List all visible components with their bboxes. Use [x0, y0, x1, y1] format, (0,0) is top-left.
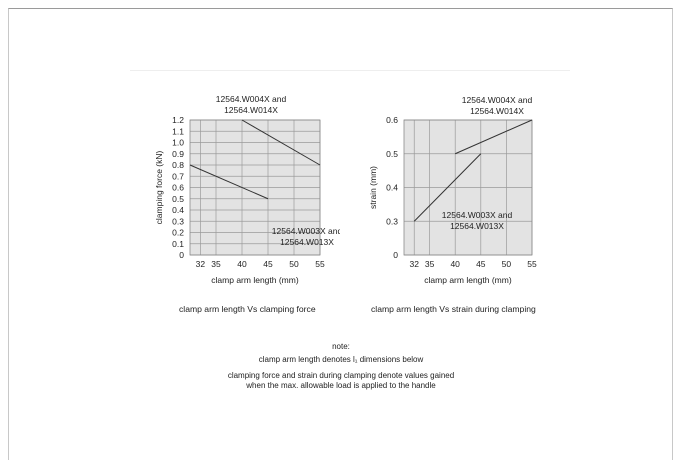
y-tick-label: 0.6 [386, 115, 398, 125]
y-tick-label: 0.5 [386, 149, 398, 159]
series-label: 12564.W004X and [216, 94, 287, 104]
y-tick-label: 1.2 [172, 115, 184, 125]
note-line-2: clamping force and strain during clampin… [227, 371, 455, 380]
strain-chart: 32 35 40 45 50 55 0 0.3 0.4 0.5 0.6 clamp arm lengt… [368, 95, 537, 285]
x-tick-label: 40 [237, 259, 247, 269]
plot-border [403, 119, 533, 256]
x-tick-label: 50 [502, 259, 512, 269]
x-tick-label: 55 [315, 259, 325, 269]
y-tick-label: 0.8 [172, 160, 184, 170]
x-tick-label: 32 [410, 259, 420, 269]
series-line [454, 119, 533, 155]
y-tick-label: 0.3 [386, 216, 398, 226]
series-label: 12564.W013X [280, 237, 334, 247]
series-label: 12564.W013X [450, 221, 504, 231]
divider [130, 70, 570, 71]
x-axis-label: clamp arm length (mm) [211, 275, 299, 285]
x-tick-label: 40 [450, 259, 460, 269]
series-label: 12564.W004X and [462, 95, 533, 105]
series-line [241, 119, 321, 166]
x-tick-label: 45 [476, 259, 486, 269]
y-tick-label: 1.1 [172, 126, 184, 136]
y-tick-label: 0.6 [172, 183, 184, 193]
x-tick-label: 35 [211, 259, 221, 269]
y-axis-label: clamping force (kN) [154, 150, 164, 224]
y-tick-label: 0.1 [172, 239, 184, 249]
plot-border [189, 119, 321, 256]
series-line [413, 153, 482, 222]
series-label: 12564.W014X [224, 105, 278, 115]
x-tick-label: 35 [425, 259, 435, 269]
y-tick-label: 0.4 [172, 205, 184, 215]
y-axis-label: strain (mm) [368, 166, 378, 209]
y-tick-label: 0.4 [386, 183, 398, 193]
clamping-force-chart: 32 35 40 45 50 55 00.10.2 0.30.40.50.6 0.70.80.9… [154, 94, 340, 285]
x-tick-label: 50 [289, 259, 299, 269]
x-tick-label: 32 [196, 259, 206, 269]
y-tick-label: 0 [179, 250, 184, 260]
y-tick-label: 0.3 [172, 216, 184, 226]
series-label: 12564.W003X and [272, 226, 340, 236]
note-heading: note: [332, 342, 350, 351]
x-tick-label: 45 [263, 259, 273, 269]
y-tick-label: 1.0 [172, 138, 184, 148]
left-chart-caption: clamp arm length Vs clamping force [179, 304, 316, 314]
y-tick-label: 0.7 [172, 171, 184, 181]
y-tick-label: 0.5 [172, 194, 184, 204]
note-line-1: clamp arm length denotes l₁ dimensions b… [258, 355, 424, 364]
series-line [189, 164, 269, 200]
page-frame [8, 8, 673, 460]
right-chart-caption: clamp arm length Vs strain during clampi… [371, 304, 536, 314]
series-label: 12564.W003X and [442, 210, 513, 220]
x-tick-label: 55 [527, 259, 537, 269]
series-label: 12564.W014X [470, 106, 524, 116]
y-tick-label: 0.9 [172, 149, 184, 159]
y-tick-label: 0 [393, 250, 398, 260]
x-axis-label: clamp arm length (mm) [424, 275, 512, 285]
note-line-3: when the max. allowable load is applied … [246, 381, 436, 390]
y-tick-label: 0.2 [172, 228, 184, 238]
